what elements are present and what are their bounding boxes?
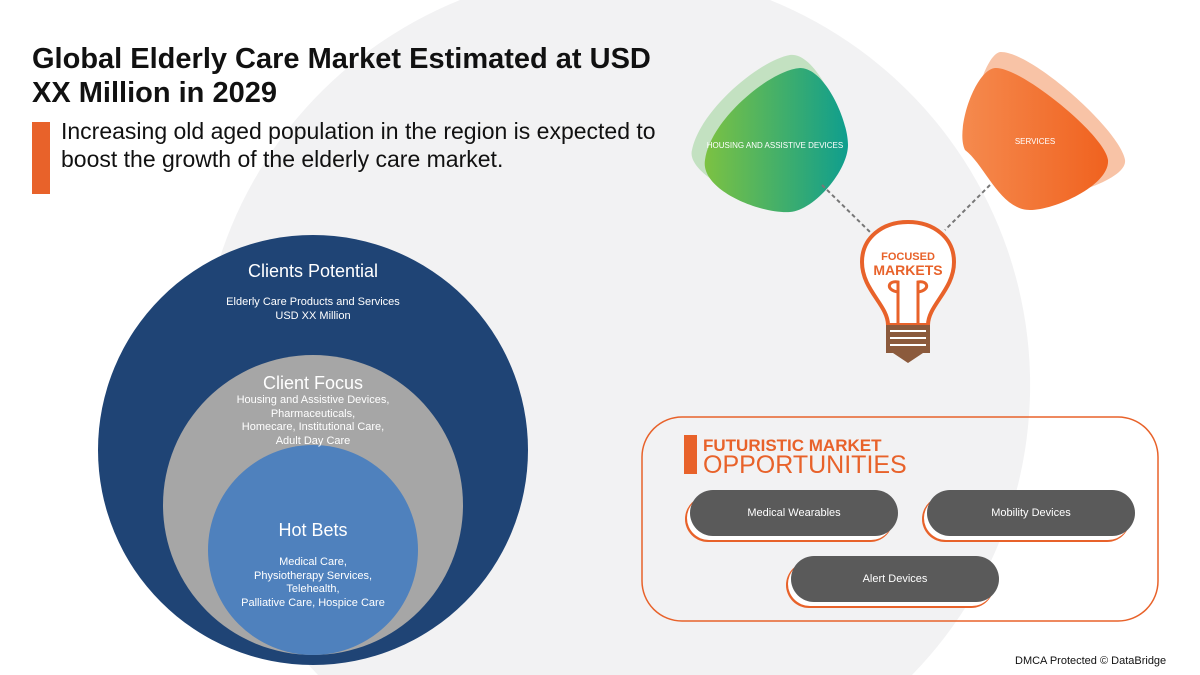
bulb-label-line2: MARKETS: [873, 262, 943, 278]
hot-bets-item: Telehealth,: [286, 583, 340, 595]
opportunity-mobility-devices: Mobility Devices: [927, 490, 1135, 536]
inner-circle: [208, 445, 418, 655]
hot-bets-heading: Hot Bets: [278, 520, 348, 540]
lightbulb-icon: [859, 219, 957, 363]
opportunities-frame: [641, 416, 1159, 622]
opportunity-alert-devices: Alert Devices: [791, 556, 999, 602]
client-focus-item: Housing and Assistive Devices,: [236, 394, 390, 406]
bulb-label: FOCUSED MARKETS: [858, 251, 958, 277]
opportunities-title-line2: OPPORTUNITIES: [703, 451, 907, 479]
page-title: Global Elderly Care Market Estimated at …: [32, 43, 651, 109]
bulb-label-line1: FOCUSED: [881, 251, 935, 263]
client-focus-heading: Client Focus: [262, 373, 364, 393]
client-focus-item: Pharmaceuticals,: [270, 407, 356, 420]
services-shape: [962, 67, 1109, 210]
hot-bets-item: Palliative Care, Hospice Care: [241, 596, 385, 609]
hot-bets-item: Physiotherapy Services,: [254, 569, 372, 582]
footer-credit: DMCA Protected © DataBridge: [1015, 655, 1167, 667]
clients-potential-heading: Clients Potential: [247, 261, 379, 281]
client-focus-item: Homecare, Institutional Care,: [241, 421, 385, 433]
hot-bets-list: Medical Care, Physiotherapy Services, Te…: [163, 556, 463, 610]
housing-shape: [704, 68, 848, 213]
clients-potential-line: Elderly Care Products and Services: [226, 296, 400, 308]
connector-line-right: [944, 184, 991, 231]
client-focus-item: Adult Day Care: [275, 434, 351, 447]
opportunities-title-line1: FUTURISTIC MARKET: [703, 436, 882, 455]
subtitle: Increasing old aged population in the re…: [61, 118, 656, 172]
hot-bets-item: Medical Care,: [279, 556, 347, 568]
opportunity-medical-wearables: Medical Wearables: [690, 490, 898, 536]
segment-housing-label: HOUSING AND ASSISTIVE DEVICES: [706, 141, 844, 150]
segment-services-label: SERVICES: [1014, 137, 1056, 146]
clients-potential-text: Elderly Care Products and Services USD X…: [163, 295, 463, 323]
client-focus-list: Housing and Assistive Devices, Pharmaceu…: [163, 394, 463, 448]
subtitle-accent-bar: [32, 122, 50, 194]
opportunities-accent-bar: [684, 435, 697, 474]
clients-potential-value: USD XX Million: [275, 310, 351, 322]
